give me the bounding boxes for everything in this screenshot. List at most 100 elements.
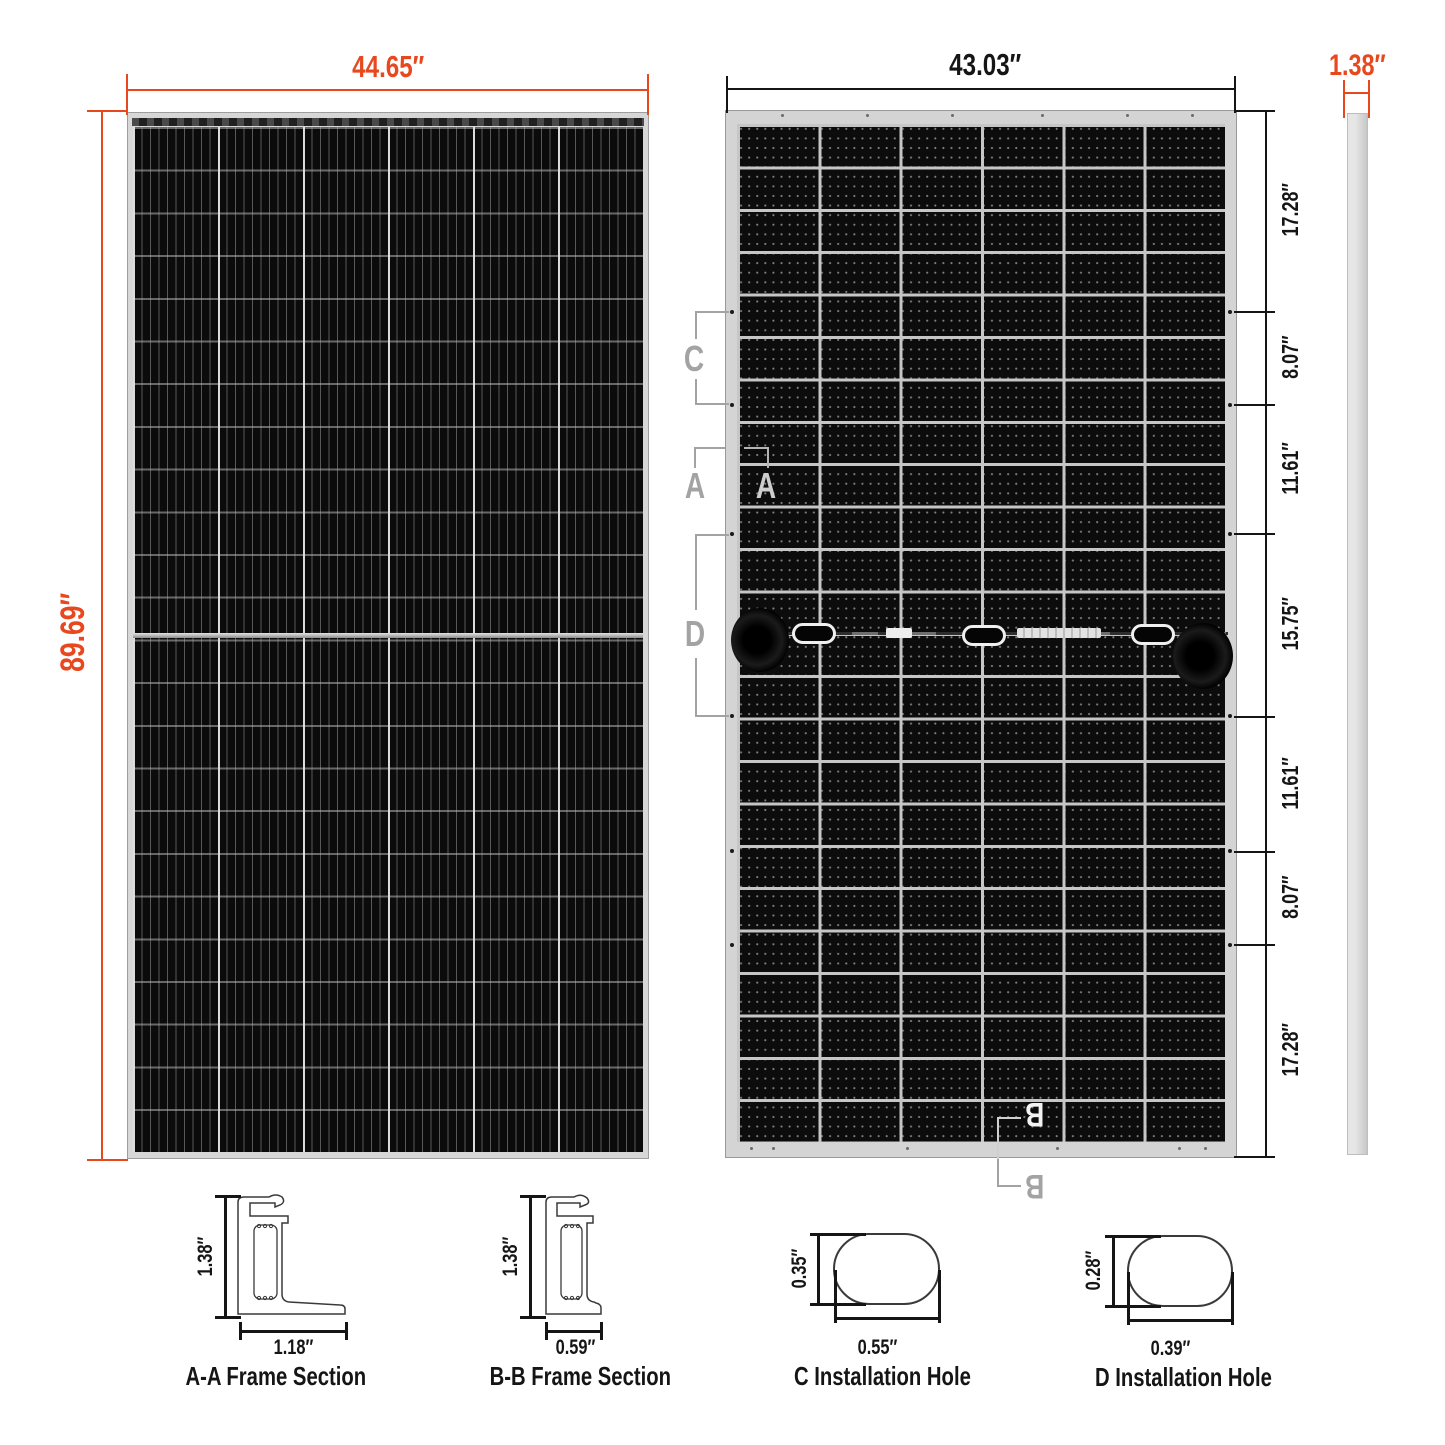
marker-letter-c: C: [683, 338, 705, 379]
wire-label-long: [1017, 628, 1101, 638]
dim-tick: [938, 1270, 941, 1323]
marker-letter-b-panel: B: [1025, 1095, 1045, 1133]
dim-tick: [215, 1316, 241, 1319]
marker-b-line: [997, 1159, 999, 1187]
dim-tick: [126, 74, 128, 115]
mounting-hole-dot: [730, 532, 734, 536]
dim-line: [224, 1196, 227, 1318]
dim-tick: [1368, 80, 1370, 118]
marker-a-line: [767, 447, 769, 468]
right-dim-label: 17.28″: [1276, 1023, 1303, 1077]
mounting-hole-dot: [1228, 943, 1232, 947]
right-dim-label: 17.28″: [1276, 183, 1303, 237]
junction-box-1: [792, 623, 836, 644]
marker-c-line: [695, 403, 729, 405]
dim-tick: [520, 1316, 546, 1319]
marker-d-line: [695, 534, 729, 536]
dim-tick: [647, 74, 649, 115]
marker-d-line: [695, 658, 697, 717]
d-hole-outline: [1127, 1235, 1233, 1307]
back-width-dim-line: [726, 88, 1236, 90]
marker-d-line: [695, 715, 729, 717]
dim-line: [546, 1330, 603, 1333]
front-cell-grid: [133, 127, 643, 1152]
dim-tick: [1234, 311, 1275, 313]
dim-tick: [1127, 1272, 1130, 1325]
marker-letter-a-left: A: [684, 465, 706, 506]
mounting-hole-dot: [1228, 849, 1232, 853]
front-panel-view: [127, 112, 649, 1159]
aa-caption: A-A Frame Section: [185, 1361, 367, 1391]
cable-coil-left: [731, 608, 789, 672]
dim-tick: [345, 1322, 348, 1340]
dim-tick: [810, 1233, 866, 1236]
frame-screw-dot: [781, 114, 784, 117]
front-height-dim-line: [101, 111, 103, 1161]
back-panel-view: [725, 110, 1237, 1158]
d-hole-caption: D Installation Hole: [1094, 1362, 1272, 1392]
dim-tick: [1231, 1272, 1234, 1325]
frame-screw-dot: [1126, 114, 1129, 117]
c-hole-caption: C Installation Hole: [793, 1361, 971, 1391]
dim-tick: [1343, 80, 1345, 118]
frame-screw-dot: [750, 1147, 753, 1150]
marker-c-line: [695, 311, 697, 339]
dim-tick: [87, 110, 128, 112]
marker-b-line: [997, 1185, 1021, 1187]
dim-tick: [1234, 851, 1275, 853]
mounting-hole-dot: [730, 849, 734, 853]
marker-letter-b-below: B: [1025, 1167, 1045, 1205]
right-dim-chain-line: [1265, 110, 1267, 1157]
dim-tick: [1234, 110, 1275, 112]
bb-frame-profile: [545, 1194, 602, 1315]
frame-screw-dot: [1041, 114, 1044, 117]
mounting-hole-dot: [730, 403, 734, 407]
mounting-hole-dot: [730, 310, 734, 314]
marker-a-line: [744, 447, 769, 449]
c-hole-height-label: 0.35″: [787, 1249, 811, 1289]
frame-screw-dot: [906, 1147, 909, 1150]
junction-box-2: [962, 625, 1006, 646]
right-dim-label: 11.61″: [1276, 756, 1303, 810]
dim-tick: [1234, 76, 1236, 113]
dim-tick: [1234, 404, 1275, 406]
dim-line: [835, 1317, 941, 1320]
mounting-hole-dot: [1228, 714, 1232, 718]
aa-width-label: 1.18″: [273, 1335, 313, 1359]
frame-screw-dot: [951, 114, 954, 117]
dim-line: [1112, 1236, 1115, 1308]
back-width-dim-label: 43.03″: [948, 46, 1022, 82]
front-frame-top-strip: [132, 118, 644, 126]
dim-tick: [87, 1159, 128, 1161]
dim-tick: [1234, 533, 1275, 535]
right-dim-label: 15.75″: [1276, 597, 1303, 651]
dim-tick: [1234, 1156, 1275, 1158]
bb-height-label: 1.38″: [498, 1237, 522, 1277]
wire-label-small: [886, 628, 912, 638]
side-profile-view: [1347, 113, 1368, 1155]
mounting-hole-dot: [730, 943, 734, 947]
frame-screw-dot: [1178, 1147, 1181, 1150]
right-dim-label: 8.07″: [1276, 875, 1303, 919]
dim-tick: [810, 1303, 866, 1306]
dim-tick: [545, 1322, 548, 1340]
marker-a-line: [694, 447, 696, 468]
right-dim-label: 8.07″: [1276, 335, 1303, 379]
marker-b-line: [997, 1117, 999, 1159]
dim-line: [817, 1234, 820, 1306]
frame-screw-dot: [1204, 1147, 1207, 1150]
side-thickness-dim-line: [1343, 92, 1370, 94]
marker-b-line: [997, 1117, 1021, 1119]
marker-a-line: [694, 447, 725, 449]
mounting-hole-dot: [1228, 403, 1232, 407]
cable-coil-right: [1173, 623, 1233, 689]
dim-tick: [1105, 1305, 1161, 1308]
dim-tick: [726, 76, 728, 113]
bb-width-label: 0.59″: [555, 1335, 595, 1359]
dim-tick: [834, 1270, 837, 1323]
dim-tick: [1105, 1235, 1161, 1238]
dim-tick: [215, 1195, 241, 1198]
dim-tick: [1234, 716, 1275, 718]
dim-tick: [1234, 944, 1275, 946]
mounting-hole-dot: [1228, 310, 1232, 314]
